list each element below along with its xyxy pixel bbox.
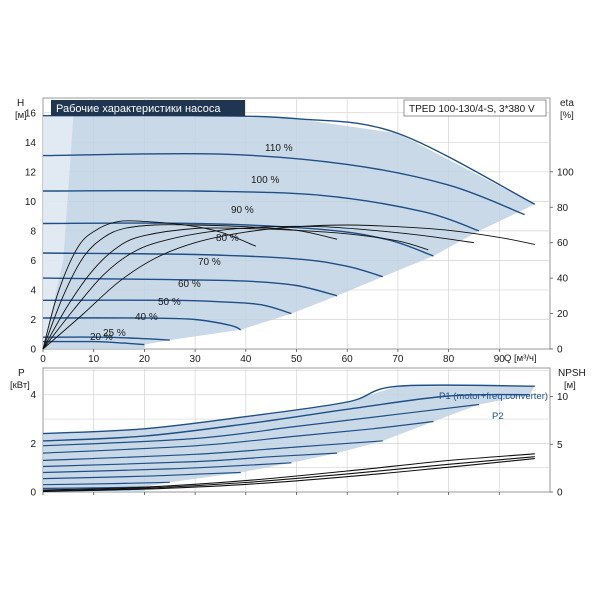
power-curve [42,440,383,461]
npsh-curves [42,453,535,493]
flow-tick-label: 90 [494,354,506,365]
model-label: TPED 100-130/4-S, 3*380 V [409,104,535,115]
power-curve [42,452,338,468]
head-tick-label: 16 [25,108,37,119]
speed-curve-label: 25 % [103,328,126,339]
efficiency-curve [42,225,474,350]
speed-curve-label: 50 % [158,297,181,308]
npsh-axis-label: NPSH [558,368,586,379]
flow-tick-label: 80 [443,354,455,365]
speed-curve [42,277,338,297]
eta-tick-label: 40 [557,274,569,285]
efficiency-curve [42,227,429,350]
head-operating-region [43,115,535,349]
efficiency-curve [42,224,535,350]
flow-tick-label: 30 [190,354,202,365]
speed-curve-label: 90 % [231,205,254,216]
eta-tick-label: 0 [557,345,563,356]
npsh-curve [42,453,535,491]
flow-tick-label: 60 [342,354,354,365]
power-curve [42,403,480,447]
power-curve [42,471,241,480]
power-curves [42,384,535,489]
flow-tick-label: 20 [139,354,151,365]
head-tick-label: 12 [25,167,37,178]
p1-curve [42,384,535,435]
power-axis-unit: [кВт] [10,380,30,391]
head-tick-label: 6 [30,256,36,267]
efficiency-curve [42,220,257,350]
power-curve [42,462,292,474]
head-tick-label: 14 [25,138,37,149]
power-tick-label: 0 [30,488,36,499]
head-region-shape [43,115,535,349]
head-tick-label: 4 [30,285,36,296]
npsh-curve [42,456,535,492]
speed-curve-label: 80 % [216,233,239,244]
p2-curve [42,393,530,442]
chart-title: Рабочие характеристики насоса [56,103,221,115]
npsh-tick-label: 10 [557,392,569,403]
head-axis-label: H [17,98,24,109]
p1-annotation: P1 (motor+freq.converter) [439,391,548,402]
power-axis-label: P [18,368,25,379]
flow-tick-label: 0 [40,354,46,365]
npsh-curve [42,458,535,493]
power-curve [42,481,170,486]
head-tick-label: 8 [30,226,36,237]
head-tick-label: 0 [30,345,36,356]
speed-curve [42,317,242,331]
speed-curve [42,189,480,232]
power-curve [42,420,434,454]
head-region-highlight [43,115,74,349]
head-tick-label: 10 [25,197,37,208]
flow-tick-label: 40 [240,354,252,365]
speed-curve-label: 60 % [178,279,201,290]
eta-tick-label: 80 [557,203,569,214]
speed-curve [42,152,525,216]
eta-tick-label: 60 [557,238,569,249]
efficiency-curves [42,220,535,350]
flow-tick-label: 70 [392,354,404,365]
speed-curve-label: 20 % [90,332,113,343]
speed-curve-label: 110 % [265,143,293,154]
eta-tick-label: 100 [557,167,574,178]
model-label-box [403,99,547,117]
flow-tick-label: 10 [88,354,100,365]
flow-tick-label: 50 [291,354,303,365]
speed-curve-label: 100 % [251,175,279,186]
npsh-tick-label: 0 [557,488,563,499]
npsh-axis-unit: [м] [564,380,576,391]
power-axis-ticks: 0 2 4 0 5 10 [30,390,568,498]
speed-curve-label: 70 % [198,257,221,268]
speed-curve [42,252,383,278]
eta-axis-unit: [%] [560,110,574,121]
chart-title-background [51,100,245,116]
efficiency-curve [42,224,338,350]
power-tick-label: 2 [30,439,36,450]
p2-annotation: P2 [492,411,504,422]
speed-curve [42,222,434,257]
eta-tick-label: 20 [557,309,569,320]
head-tick-label: 2 [30,315,36,326]
speed-curve [42,340,145,346]
speed-curve [42,336,170,341]
power-tick-label: 4 [30,390,36,401]
eta-axis-label: eta [560,98,574,109]
flow-axis-label: Q [м³/ч] [504,353,537,364]
head-axis-unit: [м] [15,110,27,121]
speed-curve-label: 40 % [135,312,158,323]
head-axis-ticks: 0 10 20 30 40 50 60 70 80 90 0 2 4 6 8 10 12 14 16 0 20 40 60 8… [25,108,574,365]
npsh-tick-label: 5 [557,440,563,451]
speed-curve-labels: 110 % 100 % 90 % 80 % 70 % 60 % 50 %40 % 25 %20… [90,143,293,343]
speed-curve [42,299,292,315]
